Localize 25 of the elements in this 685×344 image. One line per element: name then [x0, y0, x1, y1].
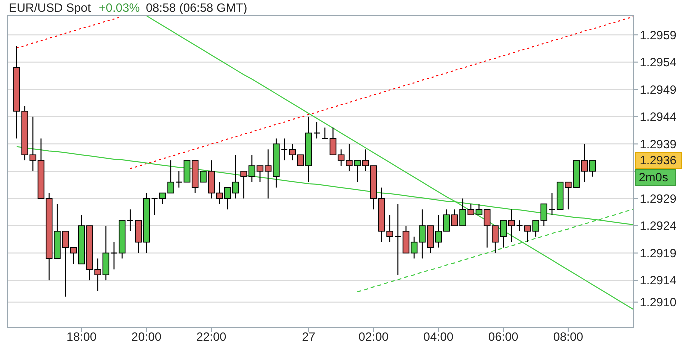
y-tick-label: 1.2919 [640, 246, 678, 260]
y-tick-label: 1.2910 [640, 296, 678, 310]
x-tick-label: 18:00 [66, 330, 98, 344]
line-series [130, 16, 634, 170]
y-tick-label: 1.2944 [640, 110, 678, 124]
y-tick-label: 1.2959 [640, 28, 678, 42]
y-tick-label: 1.2939 [640, 137, 678, 152]
x-tick-label: 08:00 [553, 330, 584, 344]
y-tick-label: 1.2924 [640, 219, 678, 234]
text: 1.2936 [640, 154, 678, 168]
y-tick-label: 1.2949 [640, 82, 678, 97]
x-tick-label: 20:00 [132, 330, 162, 344]
x-tick-label: 04:00 [424, 330, 454, 344]
x-tick-label: 06:00 [488, 330, 519, 344]
y-tick-label: 1.2914 [640, 274, 678, 288]
x-tick-label: 22:00 [196, 330, 227, 344]
text: 08:58 (06:58 GMT) [146, 1, 248, 15]
y-tick-label: 1.2929 [640, 192, 678, 206]
candlestick [322, 127, 329, 140]
y-tick-label: 1.2954 [640, 56, 678, 70]
text: 2m0s [639, 170, 668, 185]
x-tick-label: 27 [302, 330, 316, 344]
chart-title: EUR/USD Spot [9, 1, 92, 15]
chart-subtitle: +0.03% [99, 1, 140, 15]
x-tick-label: 02:00 [358, 330, 390, 344]
